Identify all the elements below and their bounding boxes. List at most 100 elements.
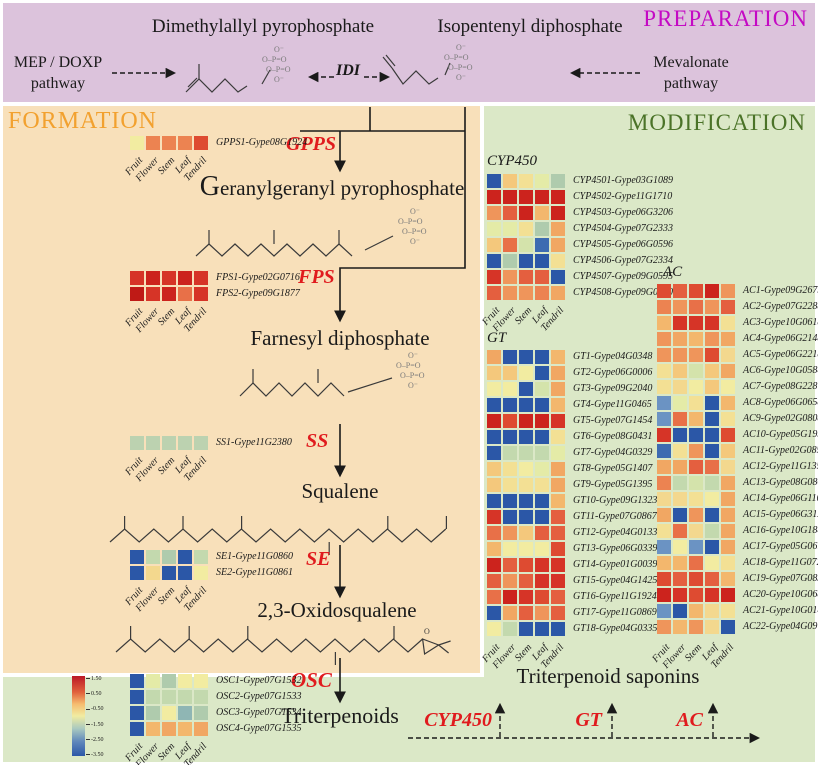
- heatmap-cell: [130, 436, 144, 450]
- gpps-enzyme-label: GPPS: [286, 133, 336, 155]
- squalene-product-label: Squalene: [301, 479, 379, 503]
- gene-label: OSC3-Gype07G1534: [216, 707, 302, 718]
- heatmap-cell: [551, 606, 565, 620]
- heatmap-cell: [705, 572, 719, 586]
- heatmap-cell: [487, 542, 501, 556]
- heatmap-row: SE1-Gype11G0860: [130, 550, 293, 564]
- heatmap-cell: [519, 414, 533, 428]
- heatmap-cell: [487, 398, 501, 412]
- heatmap-cell: [503, 446, 517, 460]
- gene-label: AC11-Gype02G0856: [743, 445, 818, 456]
- heatmap-cell: [162, 566, 176, 580]
- heatmap-cell: [705, 284, 719, 298]
- heatmap-row: AC7-Gype08G2287: [657, 380, 818, 394]
- heatmap-cell: [705, 332, 719, 346]
- se-heatmap: SE1-Gype11G0860 SE2-Gype11G0861: [130, 550, 293, 582]
- heatmap-row: AC2-Gype07G2288: [657, 300, 818, 314]
- heatmap-cell: [503, 254, 517, 268]
- heatmap-cell: [673, 364, 687, 378]
- heatmap-cell: [487, 558, 501, 572]
- heatmap-cell: [721, 284, 735, 298]
- heatmap-cell: [487, 606, 501, 620]
- heatmap-cell: [535, 446, 549, 460]
- dmapp-phosphate: [262, 45, 291, 84]
- heatmap-cell: [689, 460, 703, 474]
- colorbar-ticks: 1.50 0.50 -0.50 -1.50 -2.50 -3.50: [86, 676, 116, 758]
- heatmap-row: GT6-Gype08G0431: [487, 430, 657, 444]
- heatmap-row: AC8-Gype06G0658: [657, 396, 818, 410]
- heatmap-cell: [551, 286, 565, 300]
- heatmap-row: AC20-Gype10G0687: [657, 588, 818, 602]
- heatmap-cell: [162, 722, 176, 736]
- heatmap-cell: [705, 364, 719, 378]
- gene-label: GT2-Gype06G0006: [573, 367, 653, 378]
- heatmap-cell: [503, 222, 517, 236]
- heatmap-cell: [705, 588, 719, 602]
- ggpp-product-label: Geranylgeranyl pyrophosphate: [199, 171, 465, 202]
- heatmap-cell: [535, 414, 549, 428]
- ipp-phosphate: [444, 43, 473, 82]
- heatmap-cell: [535, 606, 549, 620]
- heatmap-cell: [519, 558, 533, 572]
- colorbar-tick-label: -3.50: [86, 752, 104, 758]
- triterpenoid-saponins-label: Triterpenoid saponins: [516, 664, 700, 688]
- gene-label: AC6-Gype10G0584: [743, 365, 818, 376]
- heatmap-cell: [705, 444, 719, 458]
- heatmap-cell: [178, 706, 192, 720]
- heatmap-cell: [487, 510, 501, 524]
- heatmap-cell: [705, 620, 719, 634]
- heatmap-row: OSC2-Gype07G1533: [130, 690, 302, 704]
- heatmap-cell: [721, 428, 735, 442]
- heatmap-cell: [673, 412, 687, 426]
- mevalonate-pathway-label: Mevalonate pathway: [645, 52, 737, 94]
- heatmap-cell: [551, 174, 565, 188]
- gene-label: CYP4502-Gype11G1710: [573, 191, 673, 202]
- heatmap-cell: [519, 526, 533, 540]
- heatmap-cell: [657, 332, 671, 346]
- heatmap-cell: [689, 572, 703, 586]
- heatmap-cell: [194, 271, 208, 285]
- heatmap-cell: [130, 706, 144, 720]
- heatmap-row: GT4-Gype11G0465: [487, 398, 657, 412]
- heatmap-cell: [657, 524, 671, 538]
- gene-label: GT16-Gype11G1924: [573, 591, 657, 602]
- heatmap-cell: [487, 206, 501, 220]
- heatmap-row: GT1-Gype04G0348: [487, 350, 657, 364]
- heatmap-cell: [689, 588, 703, 602]
- heatmap-cell: [162, 271, 176, 285]
- heatmap-cell: [535, 382, 549, 396]
- heatmap-row: AC12-Gype11G1352: [657, 460, 818, 474]
- heatmap-cell: [673, 476, 687, 490]
- gene-label: AC14-Gype06G1106: [743, 493, 818, 504]
- heatmap-cell: [689, 556, 703, 570]
- gene-label: CYP4507-Gype09G0595: [573, 271, 673, 282]
- heatmap-cell: [130, 287, 144, 301]
- heatmap-cell: [194, 136, 208, 150]
- svg-text:O: O: [424, 627, 430, 636]
- heatmap-cell: [535, 590, 549, 604]
- heatmap-cell: [673, 508, 687, 522]
- gene-label: CYP4508-Gype09G0590: [573, 287, 673, 298]
- colorbar-tick-label: -1.50: [86, 722, 104, 728]
- heatmap-cell: [503, 558, 517, 572]
- gene-label: GT18-Gype04G0335: [573, 623, 658, 634]
- colorbar-tick-label: -0.50: [86, 706, 104, 712]
- heatmap-cell: [487, 222, 501, 236]
- heatmap-cell: [535, 510, 549, 524]
- heatmap-row: AC5-Gype06G2218: [657, 348, 818, 362]
- heatmap-cell: [503, 350, 517, 364]
- heatmap-cell: [657, 620, 671, 634]
- heatmap-cell: [519, 606, 533, 620]
- ipp-label: Isopentenyl diphosphate: [437, 16, 623, 37]
- heatmap-cell: [162, 287, 176, 301]
- heatmap-cell: [503, 190, 517, 204]
- heatmap-cell: [673, 540, 687, 554]
- heatmap-cell: [519, 382, 533, 396]
- heatmap-cell: [535, 238, 549, 252]
- cyp450-heatmap: CYP4501-Gype03G1089 CYP4502-Gype11G1710 CY…: [487, 174, 673, 302]
- heatmap-cell: [194, 287, 208, 301]
- heatmap-cell: [130, 566, 144, 580]
- heatmap-cell: [487, 446, 501, 460]
- heatmap-cell: [705, 508, 719, 522]
- heatmap-cell: [503, 430, 517, 444]
